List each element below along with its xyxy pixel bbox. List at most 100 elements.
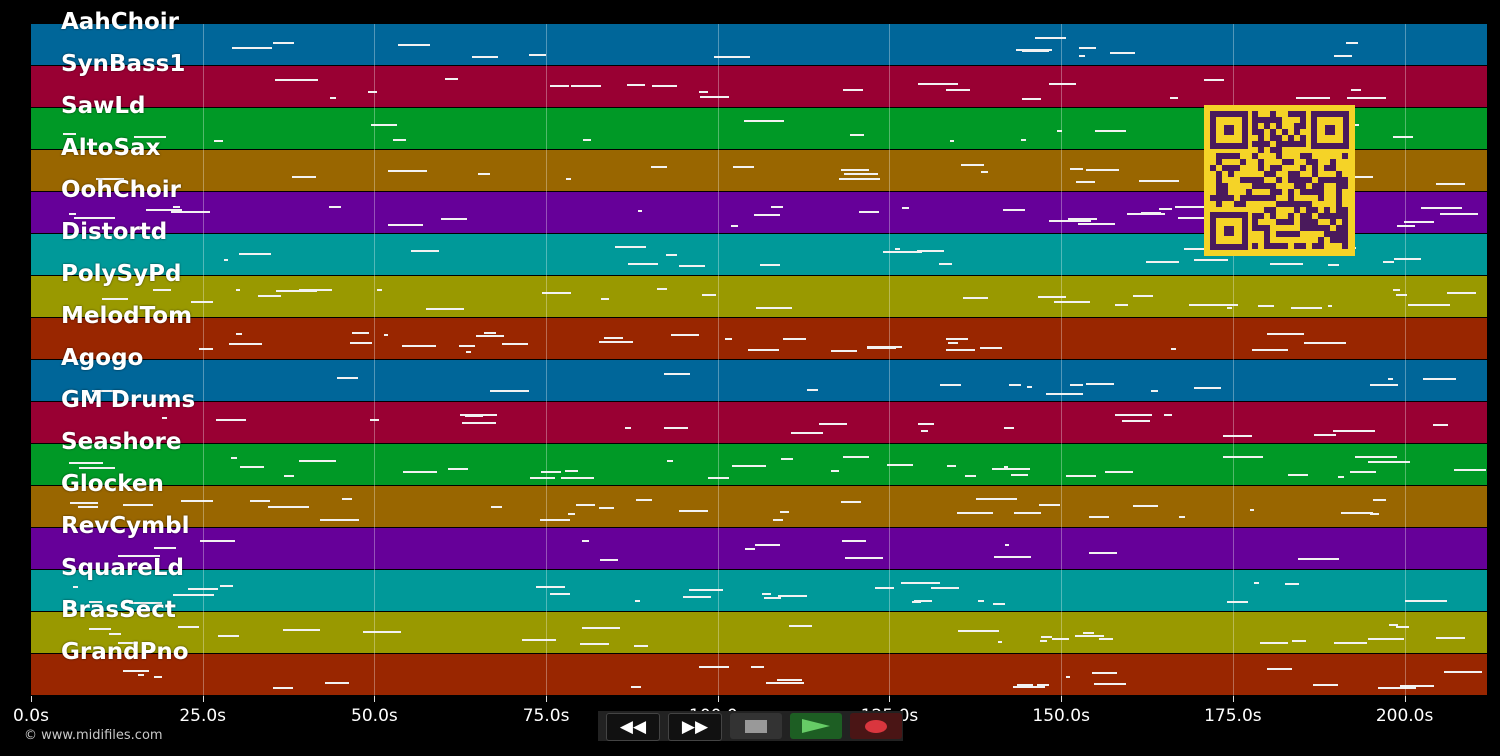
- note-mark: [1368, 461, 1410, 463]
- note-mark: [1075, 635, 1104, 637]
- note-mark: [1017, 684, 1033, 686]
- qr-module: [1246, 189, 1252, 195]
- note-mark: [902, 207, 909, 209]
- qr-module: [1270, 111, 1276, 117]
- note-mark: [216, 419, 246, 421]
- note-mark: [118, 555, 160, 557]
- note-mark: [918, 83, 958, 85]
- note-mark: [472, 56, 498, 58]
- note-mark: [491, 506, 502, 508]
- qr-module: [1318, 189, 1324, 195]
- note-mark: [875, 587, 894, 589]
- qr-module: [1288, 231, 1294, 237]
- qr-code-icon: [1204, 105, 1355, 256]
- record-icon: [865, 719, 887, 733]
- note-mark: [631, 686, 641, 688]
- note-mark: [778, 595, 807, 597]
- note-mark: [679, 510, 708, 512]
- stop-button[interactable]: [730, 713, 782, 739]
- note-mark: [1341, 512, 1373, 514]
- track-label: AahChoir: [61, 9, 179, 35]
- note-mark: [981, 171, 988, 173]
- note-mark: [948, 342, 958, 344]
- note-mark: [732, 465, 766, 467]
- fast-forward-button[interactable]: ▶▶: [668, 713, 722, 741]
- qr-module: [1324, 165, 1330, 171]
- track-lane: [31, 24, 1487, 65]
- qr-module: [1258, 195, 1264, 201]
- note-mark: [530, 477, 555, 479]
- note-mark: [1122, 420, 1150, 422]
- gridline: [1061, 24, 1063, 696]
- note-mark: [1302, 640, 1306, 642]
- track-lane: [31, 402, 1487, 443]
- note-mark: [1110, 52, 1135, 54]
- note-mark: [771, 206, 783, 208]
- qr-module: [1252, 141, 1258, 147]
- qr-module: [1276, 201, 1282, 207]
- note-mark: [627, 84, 645, 86]
- rewind-button[interactable]: ◀◀: [606, 713, 660, 741]
- note-mark: [1038, 296, 1066, 298]
- qr-module: [1300, 123, 1306, 129]
- qr-module: [1234, 201, 1240, 207]
- gridline: [717, 24, 719, 696]
- note-mark: [69, 213, 76, 215]
- note-mark: [635, 600, 640, 602]
- note-mark: [699, 666, 729, 668]
- note-mark: [403, 471, 437, 473]
- qr-module: [1234, 165, 1240, 171]
- note-mark: [1086, 169, 1119, 171]
- qr-module: [1216, 153, 1222, 159]
- play-button[interactable]: [790, 713, 842, 739]
- qr-module: [1258, 141, 1264, 147]
- note-mark: [1288, 474, 1308, 476]
- note-mark: [725, 338, 732, 340]
- note-mark: [426, 308, 464, 310]
- note-mark: [980, 347, 1002, 349]
- qr-module: [1306, 159, 1312, 165]
- note-mark: [542, 292, 571, 294]
- note-mark: [1227, 307, 1232, 309]
- qr-module: [1306, 153, 1312, 159]
- note-mark: [961, 164, 984, 166]
- qr-module: [1252, 153, 1258, 159]
- note-mark: [1013, 686, 1045, 688]
- qr-module: [1252, 243, 1258, 249]
- note-mark: [1436, 183, 1465, 185]
- qr-module: [1300, 213, 1306, 219]
- note-mark: [1171, 348, 1176, 350]
- note-mark: [123, 504, 153, 506]
- note-mark: [273, 42, 294, 44]
- note-mark: [1159, 208, 1172, 210]
- note-mark: [69, 462, 103, 464]
- qr-finder: [1210, 212, 1248, 250]
- note-mark: [1223, 456, 1263, 458]
- note-mark: [1115, 304, 1128, 306]
- qr-module: [1264, 225, 1270, 231]
- note-mark: [764, 597, 781, 599]
- note-mark: [191, 301, 213, 303]
- note-mark: [325, 682, 349, 684]
- note-mark: [599, 507, 614, 509]
- note-mark: [384, 334, 388, 336]
- track-label: SynBass1: [61, 51, 186, 77]
- note-mark: [1389, 624, 1398, 626]
- note-mark: [582, 627, 620, 629]
- note-mark: [651, 166, 667, 168]
- qr-module: [1222, 183, 1228, 189]
- note-mark: [1054, 301, 1090, 303]
- note-mark: [445, 78, 458, 80]
- note-mark: [123, 670, 149, 672]
- qr-module: [1300, 165, 1306, 171]
- note-mark: [625, 427, 631, 429]
- note-mark: [571, 85, 601, 87]
- note-mark: [748, 349, 779, 351]
- note-mark: [843, 456, 869, 458]
- note-mark: [664, 427, 688, 429]
- record-button[interactable]: [850, 713, 902, 739]
- note-mark: [224, 259, 228, 261]
- note-mark: [1250, 509, 1254, 511]
- qr-module: [1294, 171, 1300, 177]
- note-mark: [766, 682, 804, 684]
